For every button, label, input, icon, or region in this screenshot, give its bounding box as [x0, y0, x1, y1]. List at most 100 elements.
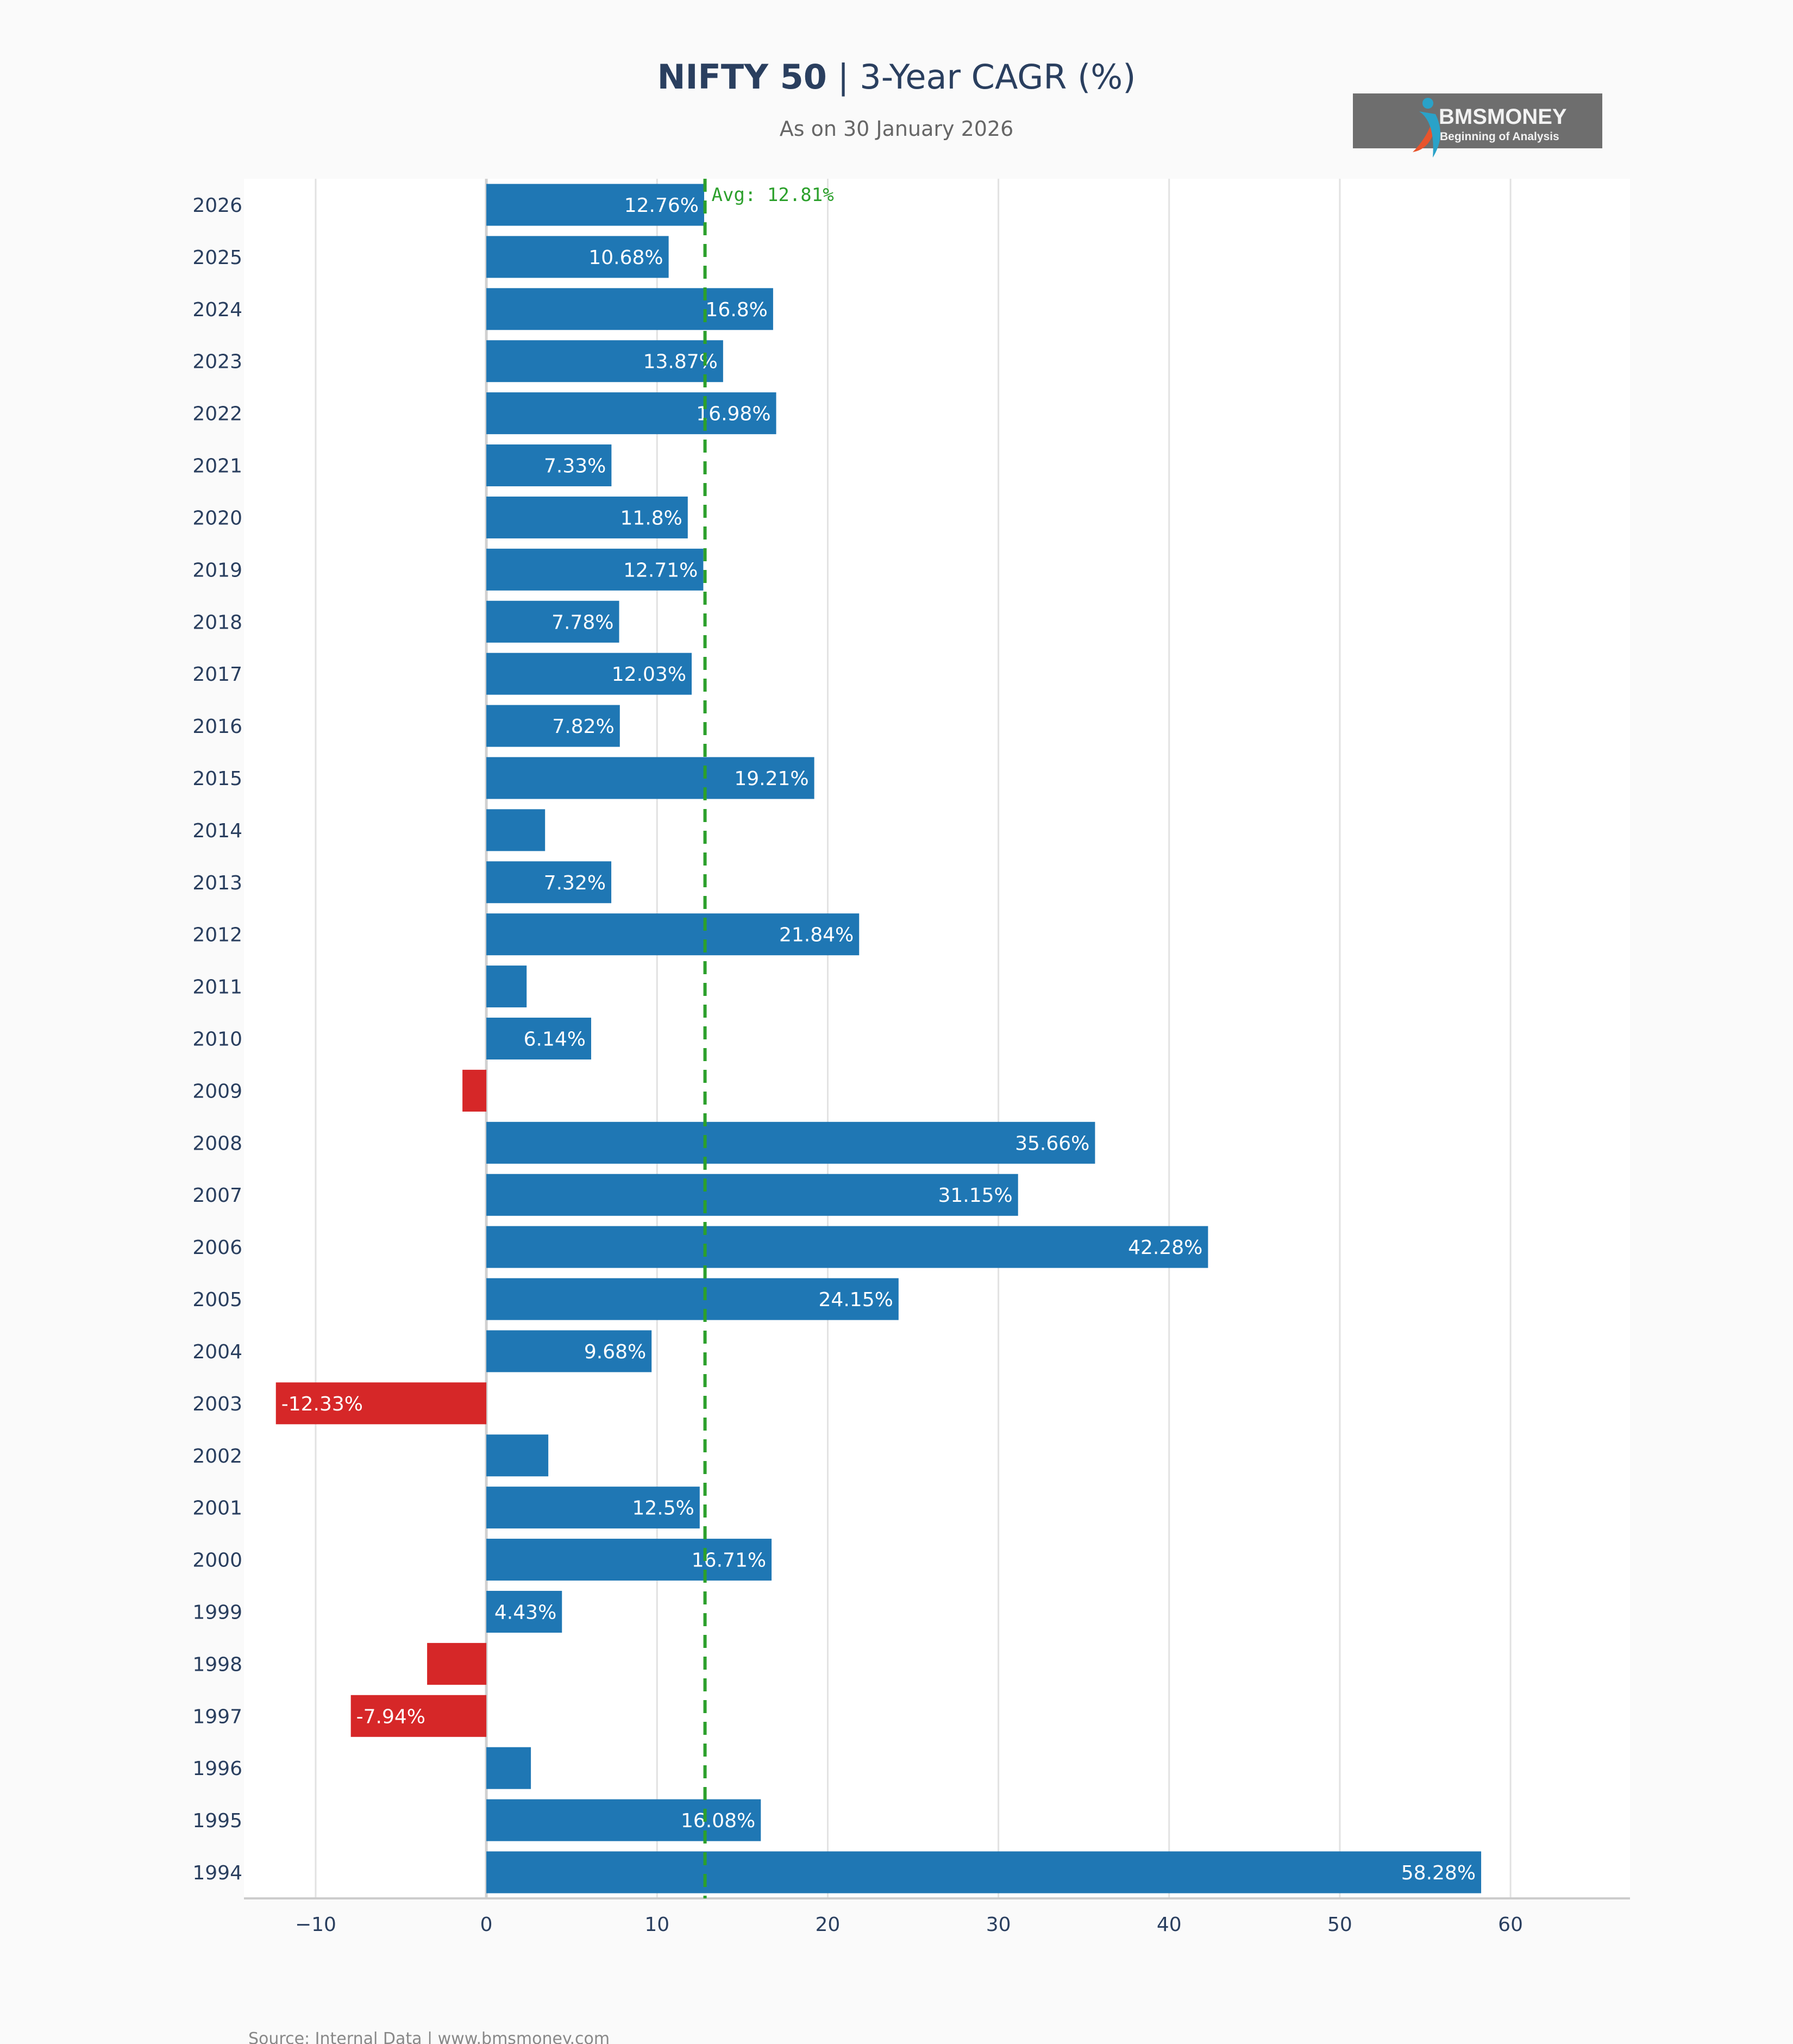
data-label: 16.71% [692, 1550, 766, 1572]
data-label: 35.66% [1015, 1132, 1089, 1155]
data-label: 12.5% [632, 1497, 694, 1520]
bar [486, 1487, 700, 1529]
data-label: -12.33% [281, 1393, 363, 1415]
logo-name: BMSMONEY [1439, 105, 1567, 129]
y-tick-label: 2009 [192, 1080, 242, 1102]
data-label: -7.94% [356, 1706, 425, 1728]
y-tick-label: 2007 [192, 1184, 242, 1207]
data-label: 12.76% [624, 195, 699, 217]
bar [486, 861, 612, 904]
y-tick-label: 2011 [192, 976, 242, 999]
y-tick-label: 1999 [192, 1601, 242, 1623]
bar [486, 600, 619, 643]
bar [486, 965, 527, 1008]
x-tick-label: 40 [1157, 1914, 1182, 1936]
plot-area [244, 179, 1630, 1898]
bar [486, 444, 612, 487]
y-tick-label: 2023 [192, 351, 242, 373]
y-tick-label: 2015 [192, 768, 242, 790]
x-tick-label: 0 [480, 1914, 493, 1936]
chart-title-rest: | 3-Year CAGR (%) [827, 57, 1136, 97]
y-tick-label: 2021 [192, 455, 242, 478]
data-label: 21.84% [779, 924, 854, 946]
y-tick-label: 1998 [192, 1653, 242, 1676]
y-tick-label: 2020 [192, 507, 242, 529]
bar [486, 1539, 772, 1581]
data-label: 10.68% [588, 247, 663, 269]
data-label: 11.8% [620, 507, 682, 529]
y-tick-label: 1996 [192, 1758, 242, 1780]
bar [486, 496, 688, 538]
bar [486, 809, 546, 851]
logo-background [1353, 93, 1602, 148]
y-tick-label: 2017 [192, 663, 242, 686]
data-label: 7.33% [544, 455, 606, 478]
y-tick-label: 2013 [192, 872, 242, 894]
y-tick-label: 2008 [192, 1132, 242, 1155]
data-label: 12.03% [612, 663, 686, 686]
bar [486, 1434, 549, 1477]
bar [486, 340, 723, 383]
bar [486, 705, 620, 747]
y-tick-label: 1997 [192, 1706, 242, 1728]
y-tick-label: 2012 [192, 924, 242, 946]
data-label: 16.8% [706, 299, 768, 321]
data-label: 12.71% [623, 559, 698, 581]
data-label: 42.28% [1128, 1237, 1202, 1259]
y-tick-label: 2002 [192, 1445, 242, 1468]
data-label: 16.08% [681, 1810, 755, 1832]
logo-head-icon [1422, 98, 1433, 109]
y-tick-label: 2004 [192, 1341, 242, 1363]
x-tick-label: 60 [1498, 1914, 1523, 1936]
data-label: 9.68% [584, 1341, 646, 1363]
bar [486, 548, 704, 591]
y-tick-label: 2001 [192, 1497, 242, 1520]
y-tick-label: 2006 [192, 1237, 242, 1259]
y-tick-label: 2010 [192, 1029, 242, 1051]
bar [486, 1018, 592, 1059]
logo-tagline: Beginning of Analysis [1440, 130, 1559, 143]
bar [486, 1278, 899, 1320]
bar [486, 653, 692, 695]
y-tick-label: 2019 [192, 559, 242, 581]
bar [486, 1590, 562, 1633]
y-tick-label: 2016 [192, 716, 242, 738]
bar [486, 913, 860, 956]
data-label: 58.28% [1401, 1862, 1476, 1884]
logo-mark-icon [1413, 114, 1434, 152]
x-tick-label: 20 [816, 1914, 841, 1936]
bar [486, 236, 669, 278]
bar [275, 1382, 487, 1425]
y-tick-label: 2018 [192, 611, 242, 634]
data-label: 24.15% [819, 1289, 893, 1311]
x-tick-label: 50 [1327, 1914, 1352, 1936]
bar [427, 1642, 487, 1685]
y-tick-label: 2003 [192, 1393, 242, 1415]
data-label: 7.82% [552, 716, 614, 738]
bar [350, 1695, 487, 1737]
x-tick-label: −10 [295, 1914, 336, 1936]
y-tick-label: 2005 [192, 1289, 242, 1311]
logo-figure-icon [1419, 111, 1440, 158]
data-label: 16.98% [696, 403, 770, 425]
average-label: Avg: 12.81% [712, 184, 834, 206]
bar [486, 757, 814, 799]
bar [486, 288, 773, 330]
bar [486, 392, 776, 435]
bar [486, 184, 704, 226]
x-tick-label: 30 [986, 1914, 1011, 1936]
chart-title: NIFTY 50 | 3-Year CAGR (%) [657, 57, 1136, 97]
y-tick-label: 2025 [192, 247, 242, 269]
bar [486, 1799, 761, 1841]
bar [486, 1851, 1482, 1893]
bar [486, 1174, 1018, 1216]
bar [486, 1226, 1208, 1268]
data-label: 7.78% [551, 611, 613, 634]
chart-title-bold: NIFTY 50 [657, 57, 827, 97]
bar [486, 1121, 1095, 1164]
x-tick-label: 10 [644, 1914, 669, 1936]
chart-subtitle: As on 30 January 2026 [780, 117, 1014, 141]
y-tick-label: 2022 [192, 403, 242, 425]
y-tick-label: 2024 [192, 299, 242, 321]
